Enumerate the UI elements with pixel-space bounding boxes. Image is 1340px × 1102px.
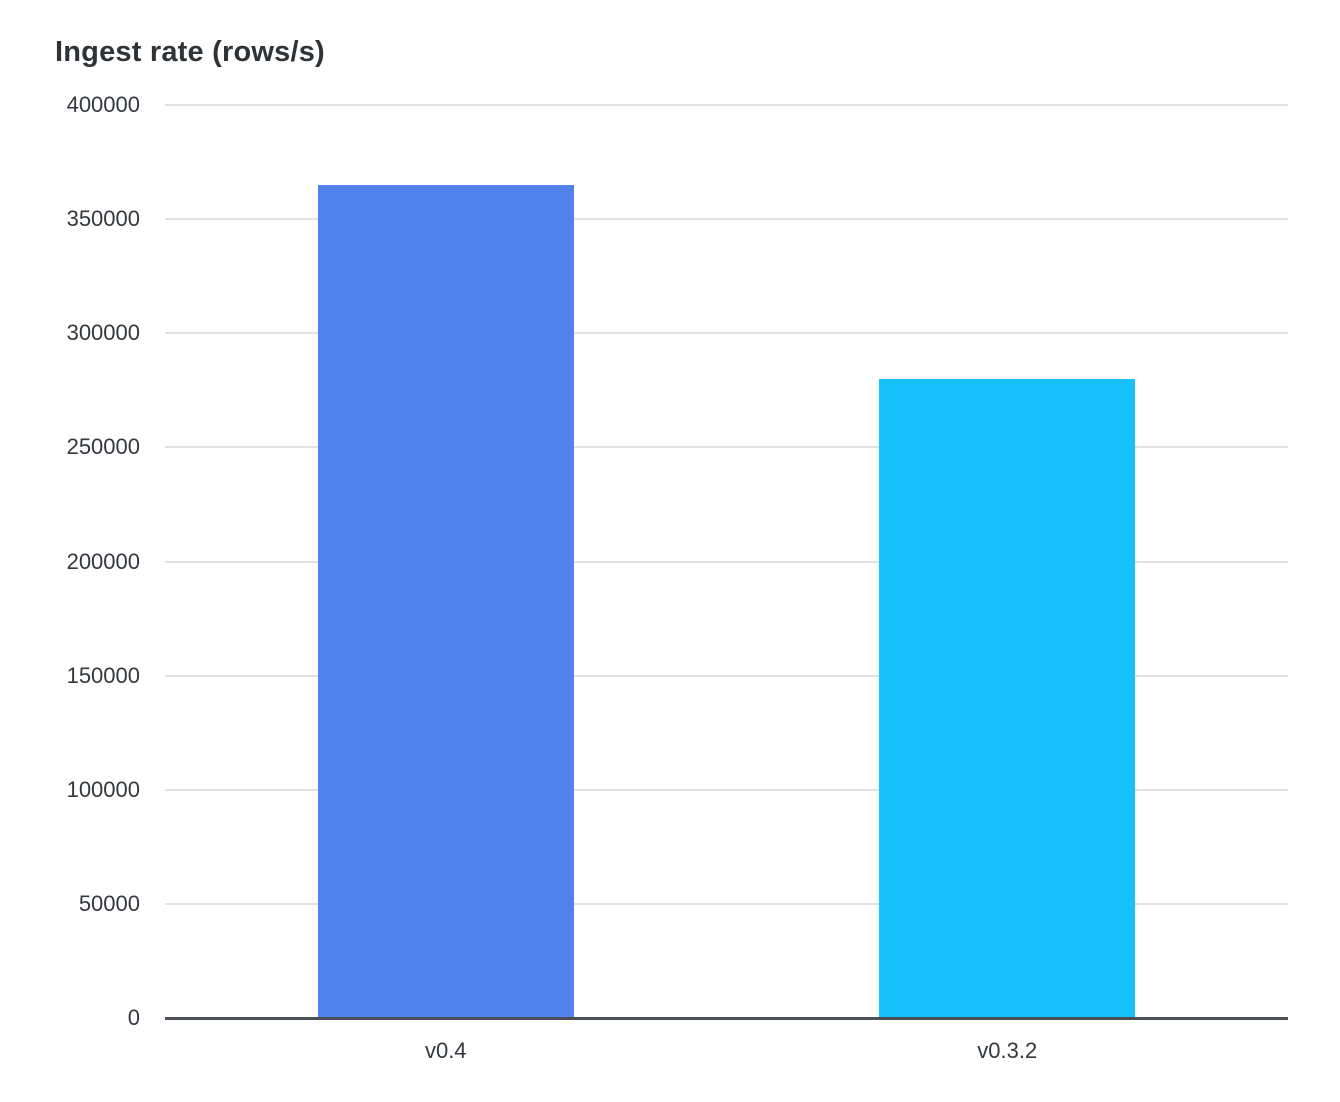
gridline	[165, 218, 1288, 221]
gridline	[165, 332, 1288, 335]
chart-title: Ingest rate (rows/s)	[55, 36, 325, 68]
y-axis-tick-label: 250000	[66, 434, 140, 460]
bar-v0.3.2	[879, 378, 1136, 1018]
y-axis-tick-label: 100000	[66, 776, 140, 802]
gridline	[165, 674, 1288, 677]
gridline	[165, 446, 1288, 449]
y-axis-tick-label: 300000	[66, 320, 140, 346]
bar-v0.4	[317, 184, 574, 1018]
gridline	[165, 560, 1288, 563]
y-axis-tick-label: 50000	[78, 890, 140, 916]
y-axis-tick-label: 0	[127, 1005, 140, 1030]
gridline	[165, 788, 1288, 791]
x-axis-baseline	[165, 1017, 1288, 1020]
gridline	[165, 902, 1288, 905]
y-axis-tick-label: 150000	[66, 662, 140, 688]
x-axis-category-label: v0.4	[424, 1038, 467, 1063]
gridline	[165, 104, 1288, 106]
y-axis-tick-label: 350000	[66, 206, 140, 232]
y-axis-tick-label: 400000	[66, 92, 140, 117]
y-axis-tick-label: 200000	[66, 548, 140, 574]
x-axis-category-label: v0.3.2	[977, 1038, 1038, 1063]
